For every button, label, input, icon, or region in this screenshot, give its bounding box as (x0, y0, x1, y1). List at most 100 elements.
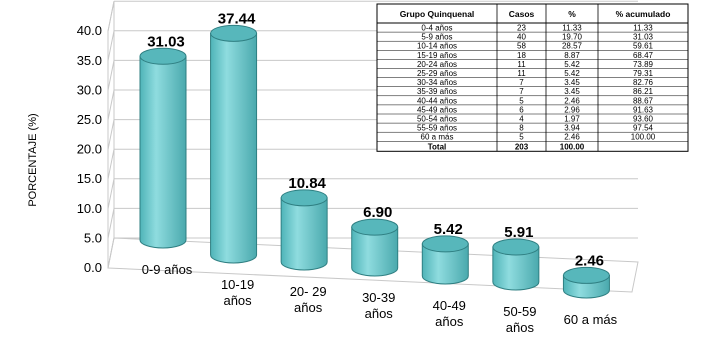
table-cell: 79.31 (633, 69, 654, 78)
table-cell: 2.46 (564, 133, 580, 142)
x-tick-label: 20- 29 (290, 284, 327, 299)
bar (139, 47, 187, 249)
bar (492, 238, 540, 291)
x-tick-label: años (294, 300, 323, 315)
y-tick-label: 0.0 (84, 260, 102, 275)
y-tick-label: 25.0 (77, 112, 102, 127)
data-label: 5.42 (434, 221, 463, 238)
gridline-side (107, 89, 115, 121)
table-cell: 20-24 años (417, 60, 457, 69)
table-total-cell: 203 (515, 142, 529, 151)
table-cell: 18 (517, 51, 526, 60)
table-header-cell: Grupo Quinquenal (400, 9, 475, 19)
gridline-side (107, 149, 115, 180)
table-cell: 3.94 (564, 124, 580, 133)
table-cell: 35-39 años (417, 87, 457, 96)
gridline-side (107, 30, 115, 61)
table-header-cell: % (568, 9, 576, 19)
table-cell: 10-14 años (417, 42, 457, 51)
table-cell: 2.46 (564, 96, 580, 105)
data-label: 6.90 (363, 204, 392, 221)
bar (562, 266, 610, 299)
bar-top (210, 24, 258, 42)
table-cell: 4 (519, 115, 524, 124)
table-cell: 7 (519, 87, 524, 96)
table-cell: 23 (517, 24, 526, 33)
bar-top (421, 235, 469, 253)
data-label: 5.91 (504, 224, 533, 241)
gridline-side (107, 208, 115, 239)
y-tick-label: 40.0 (77, 23, 102, 38)
gridline-side (107, 178, 115, 209)
table-total-cell: Total (428, 142, 447, 151)
x-tick-label: años (435, 314, 464, 329)
y-tick-label: 35.0 (77, 53, 102, 68)
table-cell: 5 (519, 133, 524, 142)
x-tick-label: años (223, 293, 252, 308)
data-label: 2.46 (575, 252, 604, 269)
table-cell: 11.33 (633, 24, 653, 33)
bar (351, 218, 399, 277)
table-cell: 3.45 (564, 87, 580, 96)
table-cell: 3.45 (564, 78, 580, 87)
x-tick-label: años (506, 320, 535, 335)
table-cell: 58 (517, 42, 526, 51)
table-cell: 11 (517, 69, 526, 78)
table-cell: 91.63 (633, 105, 654, 114)
y-axis-label: PORCENTAJE (%) (27, 113, 39, 206)
table-cell: 82.76 (633, 78, 654, 87)
table-cell: 68.47 (633, 51, 654, 60)
table-cell: 93.60 (633, 115, 654, 124)
table-cell: 97.54 (633, 124, 654, 133)
bar-top (351, 218, 399, 236)
x-tick-label: 40-49 (433, 298, 466, 313)
x-tick-label: 0-9 años (142, 262, 193, 277)
table-cell: 86.21 (633, 87, 654, 96)
data-table: Grupo Quinquenal Casos% % acumulado 0-4 año… (376, 3, 689, 152)
y-tick-label: 20.0 (77, 142, 102, 157)
y-tick-label: 15.0 (77, 171, 102, 186)
bar (421, 235, 469, 285)
x-tick-label: 30-39 (362, 290, 395, 305)
data-label: 31.03 (147, 33, 185, 50)
bar-body (280, 197, 328, 271)
table-cell: 50-54 años (417, 115, 457, 124)
bars (139, 24, 610, 299)
y-axis-ticks: 0.0 5.0 10.0 15.0 20.0 25.0 30.0 35.0 40.0 (77, 23, 102, 275)
x-tick-label: 60 a más (564, 312, 618, 327)
gridline-side (107, 1, 115, 32)
bar-top (280, 189, 328, 207)
bar-body (210, 32, 258, 264)
table-cell: 40-44 años (417, 96, 457, 105)
bar (280, 189, 328, 271)
bar-top (562, 266, 610, 284)
gridline-side (107, 60, 115, 91)
table-cell: 8.87 (564, 51, 580, 60)
y-tick-label: 30.0 (77, 82, 102, 97)
table-cell: 100.00 (631, 133, 656, 142)
table-cell: 25-29 años (417, 69, 457, 78)
data-label: 37.44 (218, 10, 256, 27)
table-cell: 11.33 (562, 24, 582, 33)
table-cell: 8 (519, 124, 524, 133)
table-header-cell: % acumulado (616, 9, 671, 19)
table-cell: 19.70 (562, 33, 583, 42)
table-cell: 31.03 (633, 33, 654, 42)
table-cell: 5 (519, 96, 524, 105)
bar-body (351, 226, 399, 277)
y-tick-label: 5.0 (84, 230, 102, 245)
table-cell: 15-19 años (417, 51, 457, 60)
bar (210, 24, 258, 264)
table-cell: 5.42 (564, 60, 580, 69)
table-cell: 55-59 años (417, 124, 457, 133)
table-cell: 73.89 (633, 60, 654, 69)
x-tick-label: 10-19 (221, 277, 254, 292)
table-cell: 11 (517, 60, 526, 69)
x-tick-label: 50-59 (503, 304, 536, 319)
y-tick-label: 10.0 (77, 201, 102, 216)
table-cell: 60 a más (421, 133, 454, 142)
bar-top (492, 238, 540, 256)
